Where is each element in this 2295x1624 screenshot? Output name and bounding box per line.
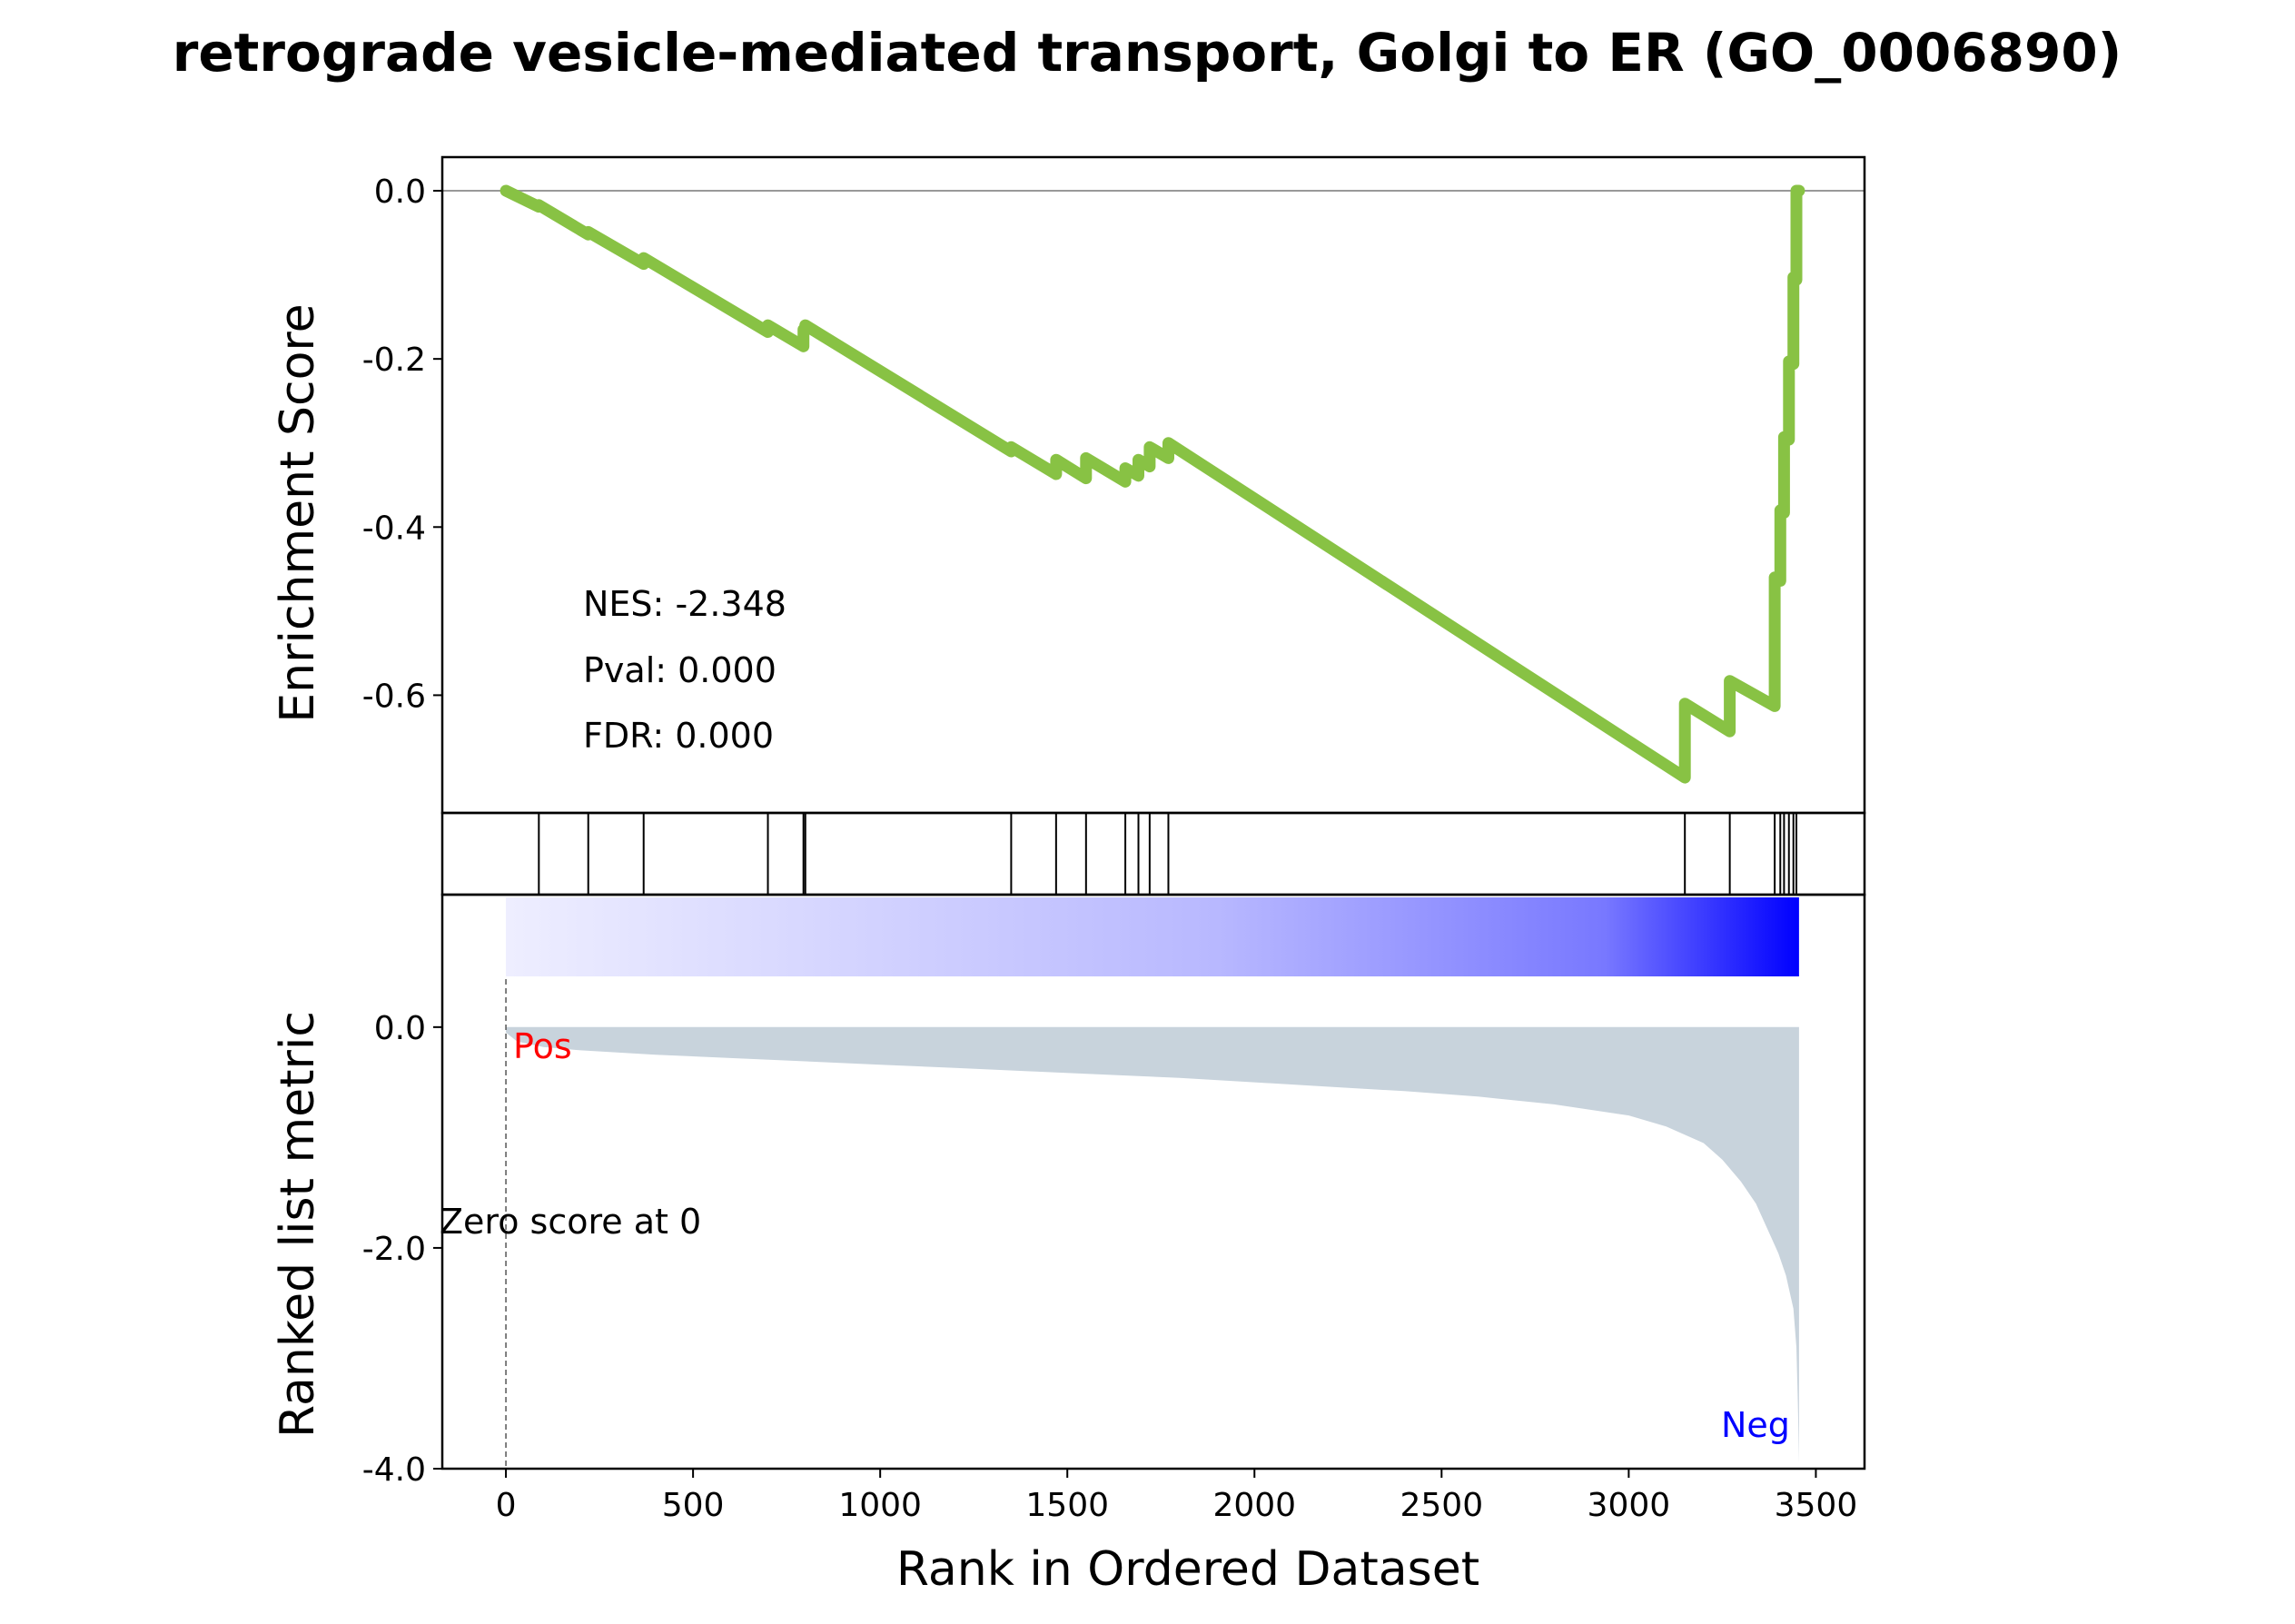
hits-panel-frame [440,811,1866,896]
hit-lines [538,813,1797,895]
es-y-tick-label: -0.2 [362,342,426,379]
x-tick-label: 2000 [1212,1487,1296,1524]
metric-y-tick-label: 0.0 [374,1010,426,1047]
x-tick-label: 1500 [1025,1487,1109,1524]
x-tick-label: 0 [496,1487,517,1524]
zero-score-label: Zero score at 0 [440,1202,701,1242]
x-tick-label: 3000 [1588,1487,1671,1524]
enrichment-score-panel: 0.0-0.2-0.4-0.6 NES: -2.348 Pval: 0.000 … [271,155,1866,815]
metric-y-tick-label: -4.0 [362,1451,426,1489]
es-y-tick-label: 0.0 [374,173,426,211]
es-y-ticks: 0.0 -0.2 -0.4 -0.6 [362,173,442,715]
x-axis-label: Rank in Ordered Dataset [896,1542,1479,1597]
nes-annotation: NES: -2.348 [583,584,786,624]
metric-panel-frame [440,893,1866,1471]
x-tick-label: 3500 [1775,1487,1858,1524]
metric-y-axis-label: Ranked list metric [271,1011,325,1438]
x-tick-label: 2500 [1400,1487,1484,1524]
ranked-metric-area [506,1026,1799,1463]
fdr-annotation: FDR: 0.000 [583,716,774,756]
pval-annotation: Pval: 0.000 [583,650,777,690]
metric-y-tick-label: -2.0 [362,1231,426,1268]
x-tick-label: 500 [662,1487,725,1524]
x-tick-label: 1000 [838,1487,922,1524]
es-y-axis-label: Enrichment Score [271,303,325,722]
es-y-tick-label: -0.4 [362,510,426,547]
pos-label: Pos [513,1026,572,1066]
es-panel-frame [440,155,1866,815]
chart-title: retrograde vesicle-mediated transport, G… [173,22,2122,84]
x-ticks: 0 500 1000 1500 2000 2500 3000 3500 [496,1469,1858,1524]
ranked-metric-panel: Pos Neg Zero score at 0 0.0 -2.0 -4.0 0 500… [271,893,1866,1597]
enrichment-score-line [500,184,1805,784]
metric-y-ticks: 0.0 -2.0 -4.0 [362,1010,442,1489]
es-y-tick-label: -0.6 [362,678,426,715]
gene-hits-panel [440,811,1866,896]
rank-heatmap-bar [506,897,1799,976]
neg-label: Neg [1721,1405,1790,1445]
